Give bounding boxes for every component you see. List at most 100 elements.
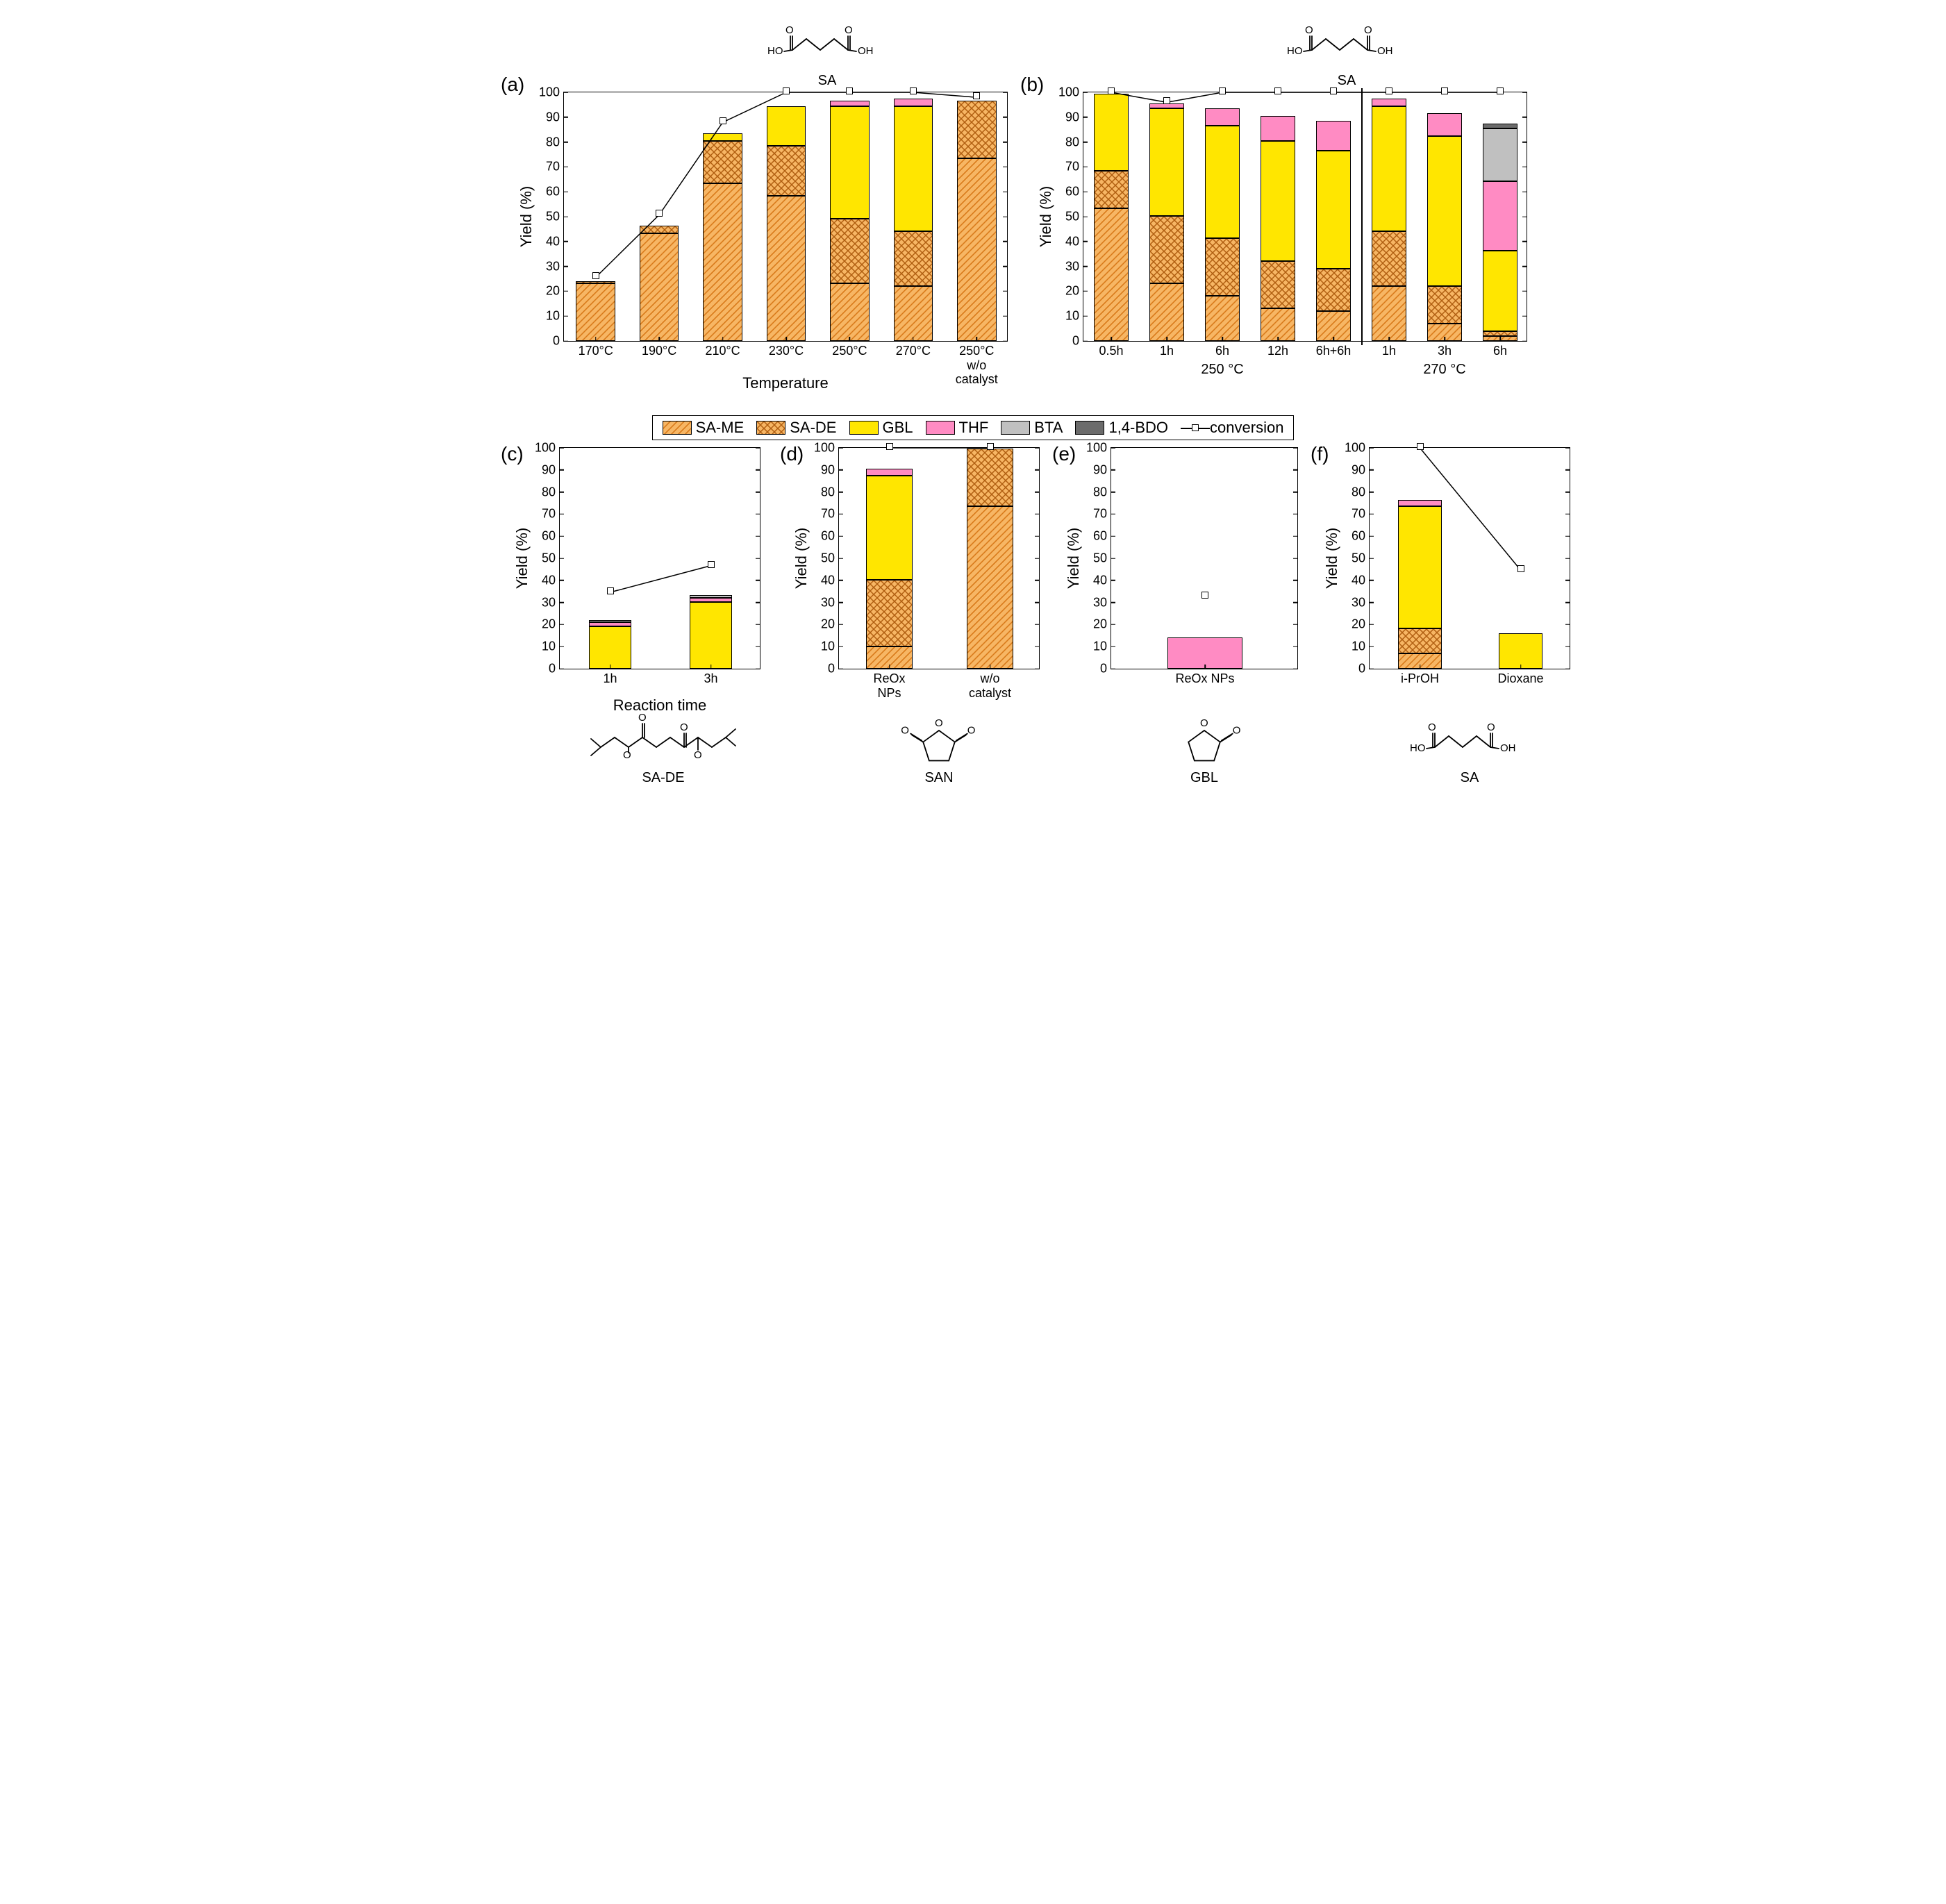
- ytick: 20: [1065, 284, 1079, 299]
- molecule-sa-de: OOOO: [559, 711, 767, 767]
- bar-segment-sa_de: [894, 231, 933, 286]
- ytick: 50: [1093, 551, 1107, 566]
- ytick: 60: [542, 529, 556, 544]
- ytick: 40: [546, 234, 560, 249]
- bar-group: [1205, 108, 1240, 341]
- svg-text:O: O: [785, 24, 794, 36]
- ytick: 0: [1100, 662, 1107, 676]
- bar-segment-sa_me: [1094, 208, 1129, 341]
- xtick: ReOx NPs: [1175, 671, 1234, 686]
- bar-group: [957, 101, 997, 341]
- legend-item-sa_de: SA-DE: [756, 419, 836, 437]
- molecule-succinic-acid: OHOOOH: [754, 14, 900, 69]
- bar-segment-thf: [1149, 103, 1184, 108]
- bar-segment-gbl: [1261, 141, 1295, 261]
- ytick: 80: [542, 485, 556, 499]
- bar-segment-gbl: [703, 133, 742, 141]
- svg-text:O: O: [623, 749, 631, 761]
- ytick: 20: [821, 617, 835, 632]
- ytick: 100: [1058, 85, 1079, 100]
- bar-group: [1094, 94, 1129, 341]
- ytick: 80: [1065, 135, 1079, 149]
- ytick: 30: [546, 259, 560, 274]
- bar-segment-bdo: [1483, 124, 1517, 128]
- bar-segment-sa_me: [703, 183, 742, 341]
- legend-item-sa_me: SA-ME: [663, 419, 745, 437]
- bar-group: [1499, 633, 1543, 669]
- bar-segment-bta: [589, 620, 631, 622]
- bar-group: [894, 99, 933, 341]
- bar-segment-gbl: [690, 602, 732, 669]
- bar-segment-sa_me: [576, 283, 615, 341]
- panel-c: (c) 0102030405060708090100Yield (%)React…: [501, 447, 767, 835]
- bar-segment-sa_me: [1261, 308, 1295, 341]
- bar-segment-bta: [1483, 128, 1517, 181]
- bar-segment-gbl: [589, 626, 631, 669]
- bar-group: [1427, 113, 1462, 341]
- bar-segment-thf: [589, 622, 631, 626]
- xtick: 190°C: [642, 344, 676, 358]
- chart-f: 0102030405060708090100Yield (%)i-PrOHDio…: [1369, 447, 1570, 669]
- ytick: 70: [546, 160, 560, 174]
- ytick: 50: [821, 551, 835, 566]
- bar-segment-thf: [894, 99, 933, 106]
- ytick: 80: [821, 485, 835, 499]
- ytick: 40: [1065, 234, 1079, 249]
- ytick: 20: [1093, 617, 1107, 632]
- bar-segment-thf: [866, 469, 913, 476]
- xtick: 210°C: [705, 344, 740, 358]
- ytick: 0: [553, 334, 560, 349]
- svg-text:OH: OH: [1377, 45, 1393, 57]
- bar-segment-sa_de: [576, 281, 615, 284]
- bar-group: [1372, 99, 1406, 341]
- bar-segment-sa_me: [957, 158, 997, 341]
- bar-segment-thf: [1205, 108, 1240, 126]
- molecule-san: OOOSAN: [838, 711, 1040, 786]
- bar-segment-thf: [1316, 121, 1351, 151]
- molecule-sa-de: OOOO SA-DE: [559, 711, 767, 786]
- ytick: 60: [1065, 185, 1079, 199]
- ytick: 40: [821, 573, 835, 587]
- molecule-label: SA: [1166, 73, 1527, 89]
- xtick: ReOxNPs: [873, 671, 905, 700]
- yaxis-label: Yield (%): [1037, 186, 1055, 247]
- bar-group: [830, 101, 870, 341]
- legend-item-bta: BTA: [1001, 419, 1063, 437]
- molecule-sa-a: OHOOOHSA: [647, 14, 1008, 89]
- yaxis-label: Yield (%): [513, 528, 531, 589]
- xaxis-label: Temperature: [742, 374, 829, 392]
- bar-segment-sa_de: [1427, 286, 1462, 324]
- ytick: 0: [1358, 662, 1365, 676]
- bar-segment-thf: [1261, 116, 1295, 141]
- chart-d: 0102030405060708090100Yield (%)ReOxNPsw/…: [838, 447, 1040, 669]
- bar-segment-gbl: [1398, 506, 1442, 628]
- molecule-label: SA-DE: [559, 770, 767, 786]
- yaxis-label: Yield (%): [1065, 528, 1083, 589]
- bar-segment-sa_de: [957, 101, 997, 158]
- ytick: 10: [821, 640, 835, 654]
- ytick: 50: [1352, 551, 1365, 566]
- ytick: 0: [828, 662, 835, 676]
- ytick: 100: [1345, 441, 1365, 456]
- svg-text:O: O: [1364, 24, 1372, 36]
- ytick: 60: [1093, 529, 1107, 544]
- bar-group: [767, 106, 806, 341]
- group-label: 250 °C: [1201, 362, 1243, 378]
- bar-segment-gbl: [830, 106, 870, 219]
- chart-c: 0102030405060708090100Yield (%)Reaction …: [559, 447, 760, 669]
- legend-label: THF: [959, 419, 989, 437]
- ytick: 90: [542, 462, 556, 477]
- xtick: 1h: [1382, 344, 1396, 358]
- panel-a: OHOOOHSA (a) 0102030405060708090100Yield…: [501, 14, 1008, 404]
- bar-segment-gbl: [1372, 106, 1406, 231]
- bar-segment-bta: [690, 595, 732, 597]
- bar-segment-sa_de: [1398, 628, 1442, 653]
- bar-segment-sa_de: [1372, 231, 1406, 286]
- molecule-sa-b: OHOOOHSA: [1166, 14, 1527, 89]
- bar-group: [866, 469, 913, 669]
- bar-segment-sa_de: [967, 449, 1013, 506]
- bar-segment-gbl: [767, 106, 806, 147]
- bar-segment-sa_de: [1149, 216, 1184, 283]
- ytick: 60: [546, 185, 560, 199]
- xtick: 6h+6h: [1316, 344, 1352, 358]
